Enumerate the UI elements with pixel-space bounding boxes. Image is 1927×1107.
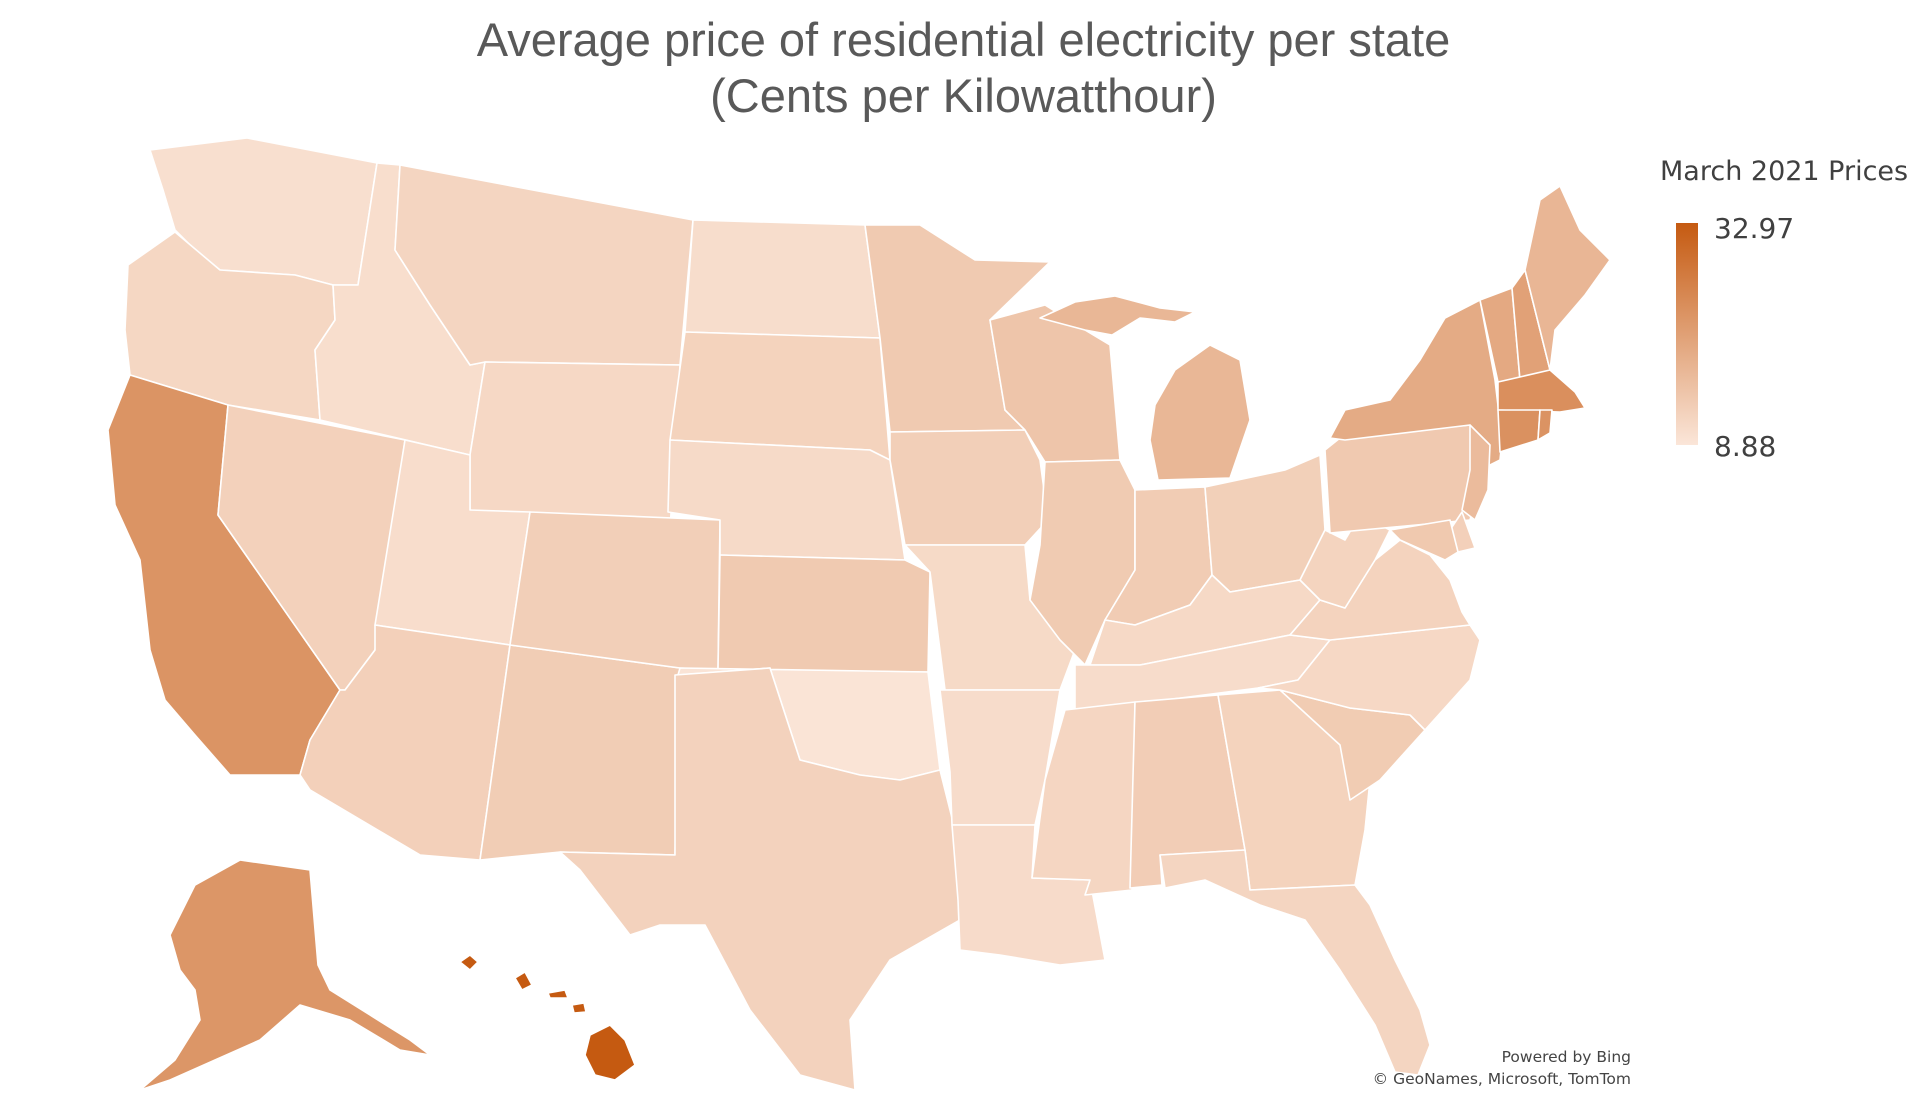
state-new-mexico bbox=[479, 644, 681, 861]
state-hawaii bbox=[584, 1024, 636, 1081]
state-north-dakota bbox=[684, 219, 881, 339]
state-connecticut bbox=[1497, 409, 1541, 453]
state-florida bbox=[1159, 849, 1431, 1076]
chart-title: Average price of residential electricity… bbox=[0, 12, 1927, 124]
legend-max-label: 32.97 bbox=[1714, 212, 1795, 245]
state-wyoming bbox=[469, 361, 681, 531]
state-rhode-island bbox=[1537, 409, 1553, 441]
state-michigan-part-1 bbox=[1039, 295, 1196, 336]
state-north-carolina bbox=[1257, 624, 1481, 731]
state-michigan bbox=[1149, 344, 1251, 481]
state-new-jersey bbox=[1461, 424, 1491, 521]
state-iowa bbox=[889, 429, 1049, 546]
state-alaska bbox=[139, 859, 431, 1091]
map-attribution: Powered by Bing © GeoNames, Microsoft, T… bbox=[1373, 1046, 1631, 1090]
legend-gradient-bar bbox=[1676, 223, 1698, 445]
state-hawaii-part-4 bbox=[571, 1002, 587, 1014]
chart-title-line1: Average price of residential electricity… bbox=[476, 13, 1451, 66]
state-maryland bbox=[1389, 519, 1459, 561]
legend-title: March 2021 Prices bbox=[1660, 156, 1909, 187]
attribution-powered-by: Powered by Bing bbox=[1501, 1048, 1631, 1066]
state-south-dakota bbox=[669, 331, 891, 461]
attribution-copyright: © GeoNames, Microsoft, TomTom bbox=[1372, 1070, 1631, 1088]
state-hawaii-part-3 bbox=[547, 989, 569, 999]
state-colorado bbox=[509, 511, 721, 671]
chart-title-line2: (Cents per Kilowatthour) bbox=[710, 69, 1217, 122]
state-louisiana bbox=[951, 824, 1106, 966]
state-texas bbox=[559, 667, 961, 1091]
state-missouri bbox=[904, 544, 1076, 691]
legend-min-label: 8.88 bbox=[1714, 430, 1777, 463]
color-legend: March 2021 Prices 32.97 8.88 bbox=[1660, 155, 1927, 463]
state-hawaii-part-2 bbox=[514, 971, 533, 991]
state-kansas bbox=[717, 554, 931, 673]
state-hawaii-part-1 bbox=[459, 954, 479, 971]
state-maine bbox=[1524, 185, 1611, 371]
